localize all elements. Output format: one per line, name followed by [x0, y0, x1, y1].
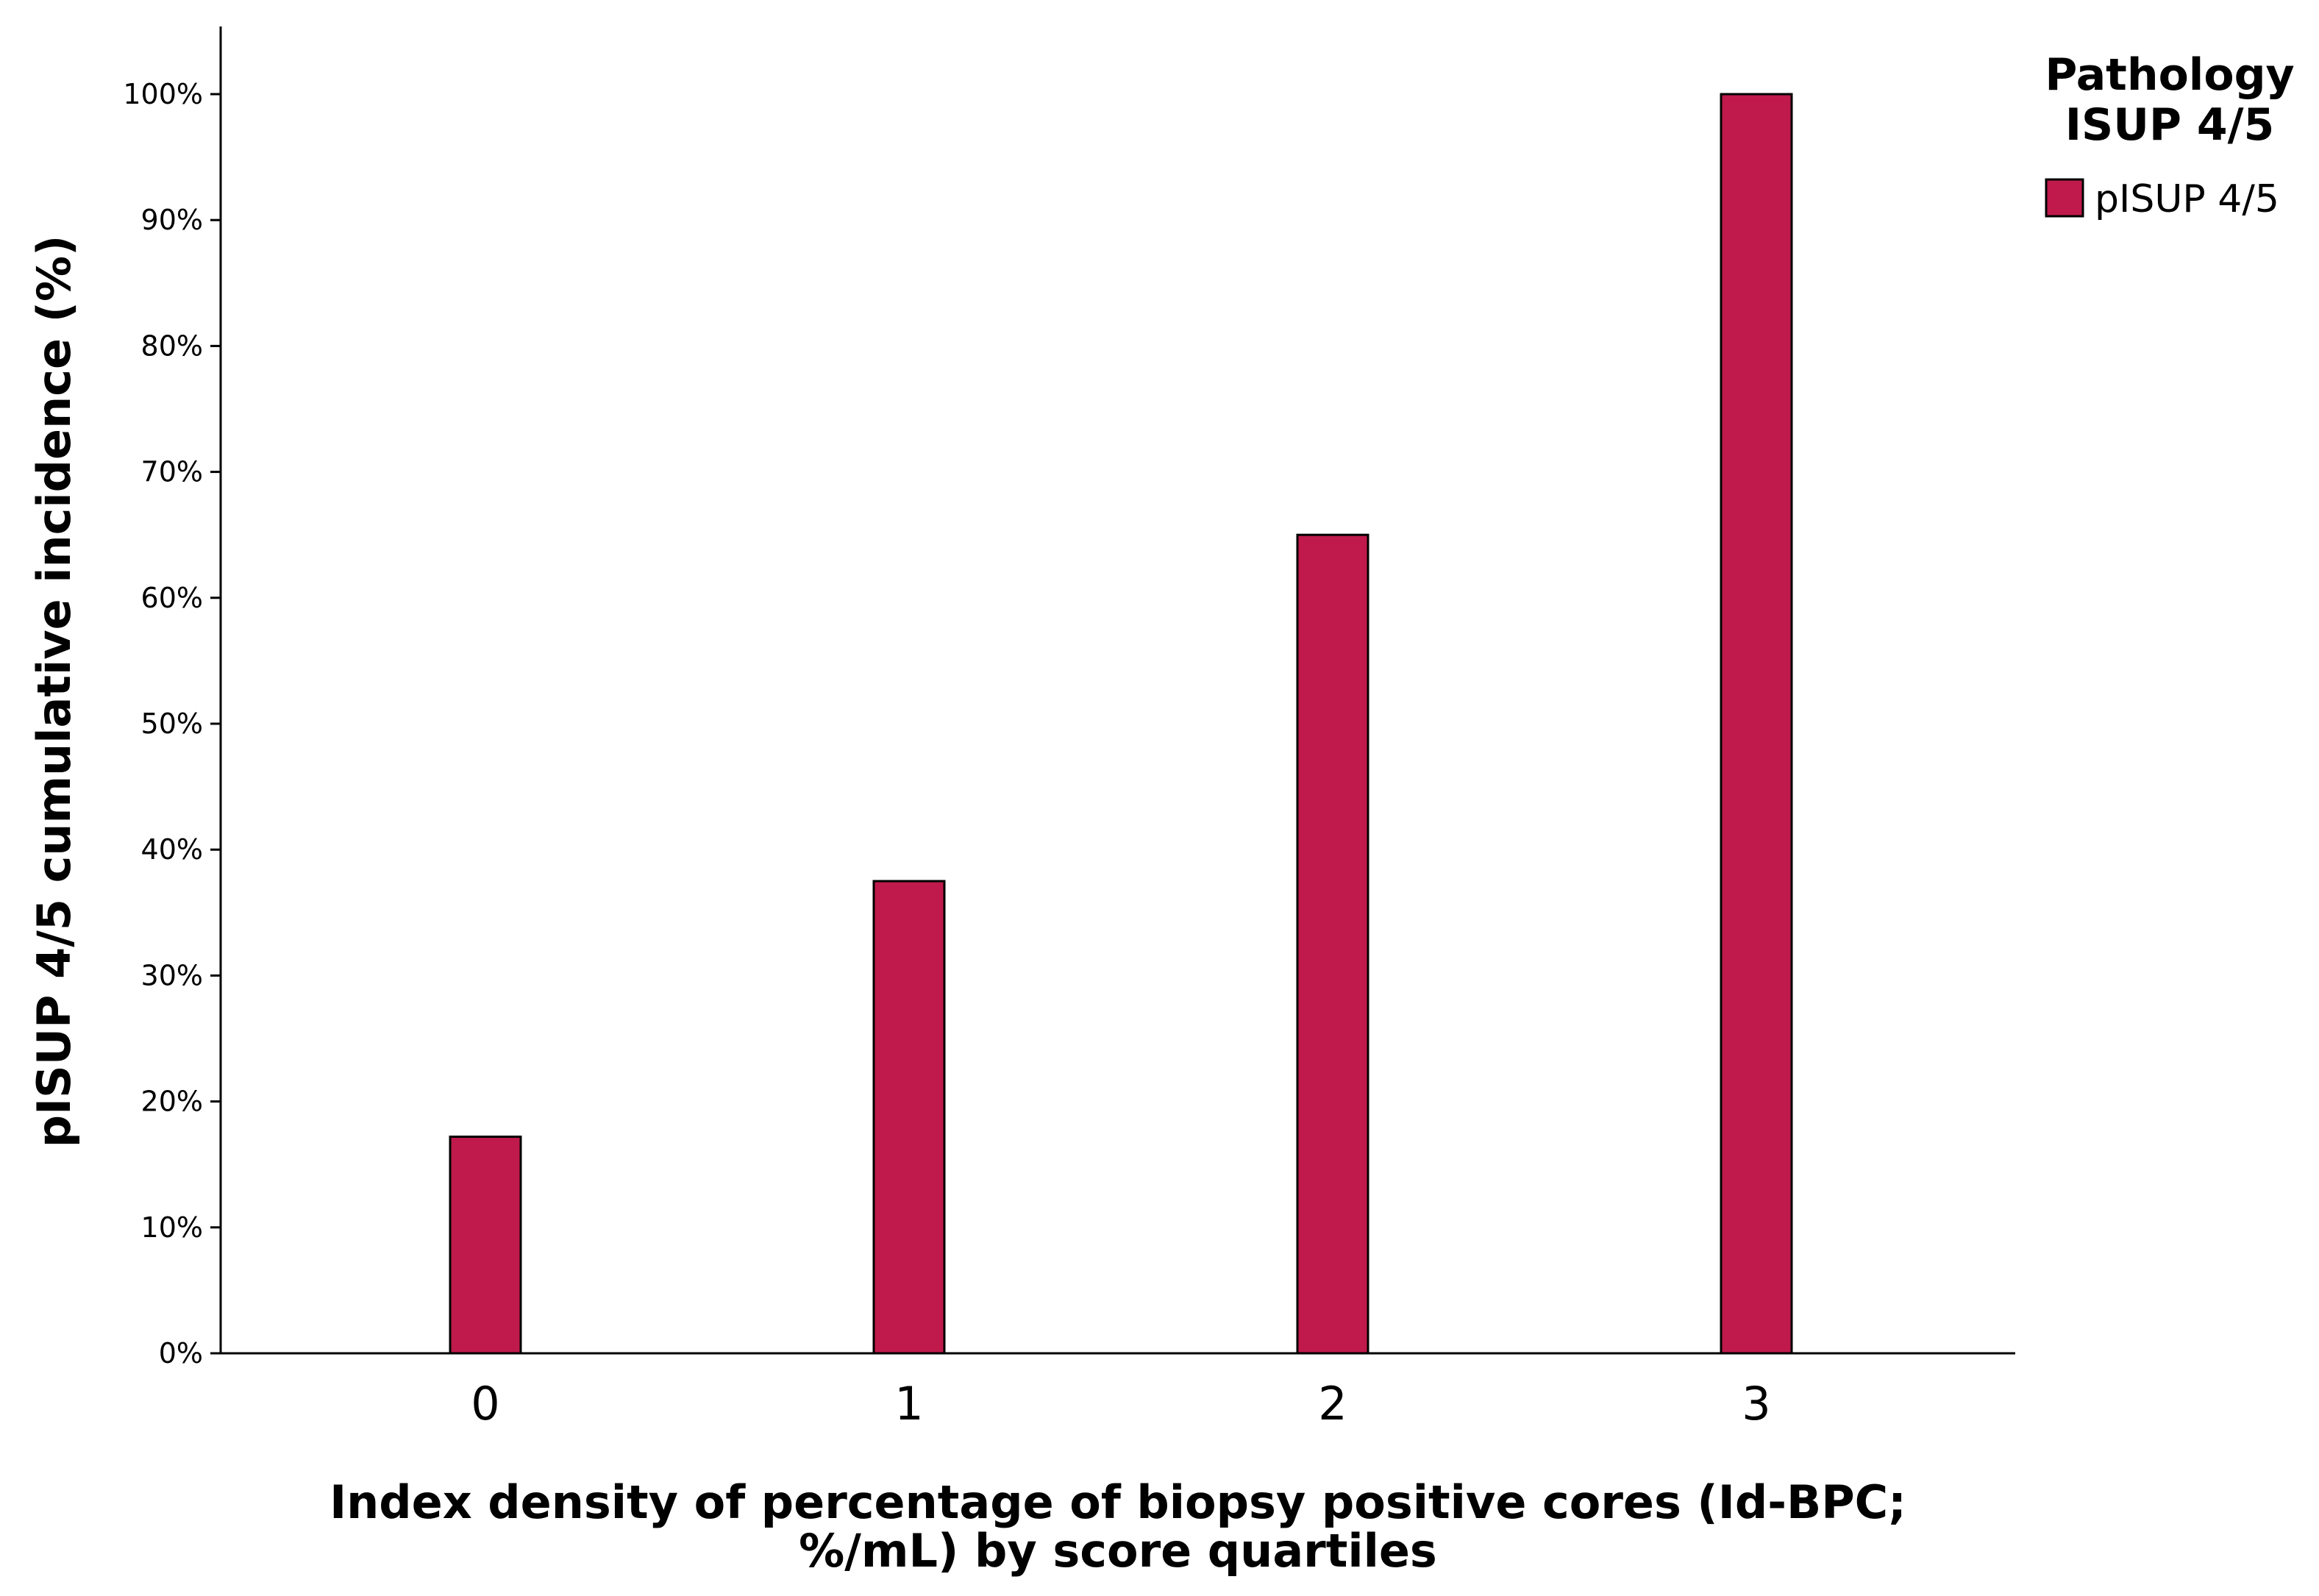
x-tick-label: 2: [1318, 1377, 1347, 1431]
y-tick-label: 0%: [159, 1337, 203, 1369]
y-axis-ticks: 0% 10% 20% 30% 40% 50% 60% 70% 80% 90% 100%: [123, 78, 221, 1369]
legend: Pathology ISUP 4/5 pISUP 4/5: [2045, 49, 2294, 221]
y-axis-title: pISUP 4/5 cumulative incidence (%): [27, 235, 81, 1148]
bar-2: [1296, 533, 1369, 1355]
y-tick-label: 70%: [141, 456, 203, 488]
x-tick-label: 3: [1742, 1377, 1770, 1431]
y-tick-label: 10%: [141, 1211, 203, 1244]
bar-1: [872, 880, 946, 1355]
legend-swatch: [2045, 178, 2084, 218]
y-tick-label: 50%: [141, 708, 203, 740]
y-tick-label: 20%: [141, 1086, 203, 1118]
y-tick-label: 100%: [123, 78, 203, 110]
x-tick-label: 1: [894, 1377, 923, 1431]
x-axis-ticks: 0 1 2 3: [471, 1377, 1770, 1431]
x-axis-title-line-1: Index density of percentage of biopsy po…: [329, 1475, 1906, 1529]
legend-label: pISUP 4/5: [2095, 177, 2279, 221]
bar-3: [1720, 93, 1793, 1355]
legend-title-line-2: ISUP 4/5: [2065, 99, 2275, 151]
bars: [449, 93, 1793, 1355]
y-tick-label: 40%: [141, 833, 203, 866]
x-tick-label: 0: [471, 1377, 499, 1431]
x-axis-title-line-2: %/mL) by score quartiles: [799, 1524, 1437, 1578]
bar-0: [449, 1136, 522, 1355]
y-tick-label: 60%: [141, 582, 203, 614]
y-tick-label: 80%: [141, 329, 203, 362]
y-tick-label: 90%: [141, 204, 203, 236]
legend-title-line-1: Pathology: [2045, 49, 2294, 101]
y-tick-label: 30%: [141, 959, 203, 991]
